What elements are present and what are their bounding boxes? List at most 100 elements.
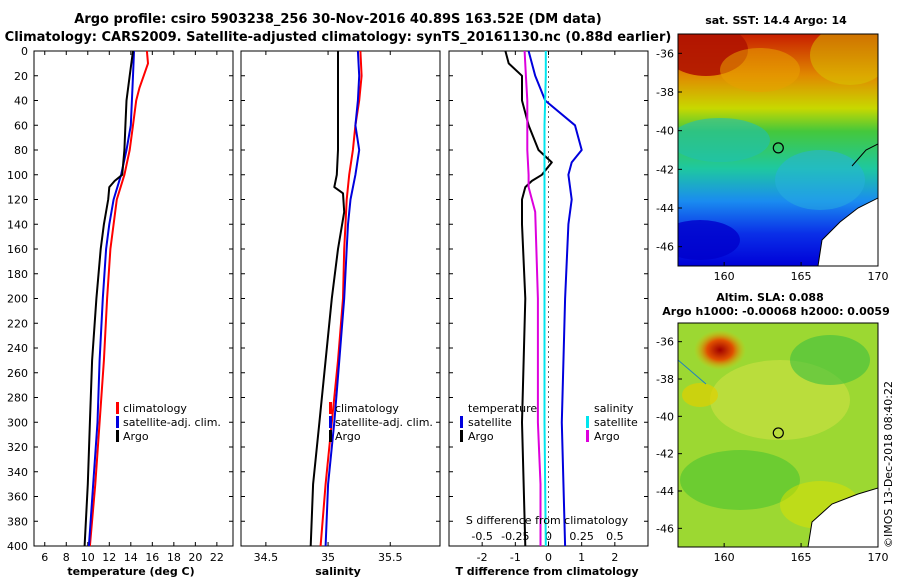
temperature-plot: 6 8 10 12 14 16 18 20 22 xyxy=(34,50,233,564)
salinity-xlabel: salinity xyxy=(315,565,361,578)
sla-heatmap xyxy=(678,323,878,547)
depth-tick-label: 20 xyxy=(14,70,28,83)
title-line-2: Climatology: CARS2009. Satellite-adjuste… xyxy=(5,30,672,45)
x-tick-label: -1 xyxy=(510,551,521,564)
sla-map-frame xyxy=(677,322,879,548)
series-line-argo xyxy=(83,50,134,547)
legend-title-temperature: temperature xyxy=(468,402,537,415)
map-x-tick-label: 160 xyxy=(714,270,735,283)
s-tick-label: 0.5 xyxy=(606,530,624,543)
depth-tick-label: 100 xyxy=(7,169,28,182)
sst-map-frame xyxy=(677,33,879,267)
map-y-tick-label: -38 xyxy=(656,373,674,386)
legend-title-salinity: salinity xyxy=(594,402,634,415)
map-x-tick-label: 160 xyxy=(714,551,735,564)
depth-tick-label: 400 xyxy=(7,540,28,553)
x-tick-label: 18 xyxy=(167,551,181,564)
map-y-tick-label: -42 xyxy=(656,163,674,176)
legend-swatch-argo xyxy=(116,430,119,442)
x-tick-label: -2 xyxy=(477,551,488,564)
series-line-satellite-adj-clim- xyxy=(324,50,361,547)
sst-heatmap xyxy=(678,34,878,266)
s-tick-label: -0.5 xyxy=(471,530,492,543)
depth-tick-label: 380 xyxy=(7,515,28,528)
x-tick-label: 14 xyxy=(124,551,138,564)
x-tick-label: 35.5 xyxy=(378,551,403,564)
difference-plot: -2 -1 0 1 2-0.5 -0.25 0 0.25 0.5 xyxy=(449,50,648,564)
depth-tick-label: 200 xyxy=(7,293,28,306)
depth-tick-label: 60 xyxy=(14,119,28,132)
x-tick-label: 10 xyxy=(81,551,95,564)
salinity-panel-frame xyxy=(240,50,441,547)
depth-tick-label: 300 xyxy=(7,416,28,429)
depth-tick-label: 140 xyxy=(7,218,28,231)
salinity-plot: 34.5 35 35.5 xyxy=(241,50,440,564)
depth-tick-label: 260 xyxy=(7,367,28,380)
legend-label-satellite: satellite-adj. clim. xyxy=(123,416,221,429)
map-y-tick-label: -40 xyxy=(656,410,674,423)
map-y-tick-label: -44 xyxy=(656,485,674,498)
legend-swatch-t-satellite xyxy=(460,416,463,428)
map-y-tick-label: -46 xyxy=(656,241,674,254)
s-tick-label: 0.25 xyxy=(569,530,594,543)
map-x-tick-label: 170 xyxy=(868,551,889,564)
credit-text: ©IMOS 13-Dec-2018 08:40:22 xyxy=(882,381,895,548)
legend-label-t-satellite: satellite xyxy=(468,416,512,429)
x-tick-label: 1 xyxy=(578,551,585,564)
legend-label-s-satellite: satellite xyxy=(594,416,638,429)
sst-map-title: sat. SST: 14.4 Argo: 14 xyxy=(705,14,847,27)
map-y-tick-label: -42 xyxy=(656,448,674,461)
x-tick-label: 22 xyxy=(210,551,224,564)
legend-swatch-climatology xyxy=(116,402,119,414)
legend-label-satellite: satellite-adj. clim. xyxy=(335,416,433,429)
map-y-tick-label: -44 xyxy=(656,202,674,215)
depth-tick-label: 80 xyxy=(14,144,28,157)
temperature-xlabel: temperature (deg C) xyxy=(67,565,194,578)
depth-tick-label: 340 xyxy=(7,466,28,479)
map-y-tick-label: -36 xyxy=(656,336,674,349)
legend-swatch-climatology xyxy=(329,402,332,414)
legend-label-t-argo: Argo xyxy=(468,430,494,443)
series-line-climatology xyxy=(319,50,363,547)
depth-tick-label: 320 xyxy=(7,441,28,454)
x-tick-label: 16 xyxy=(145,551,159,564)
legend-label-s-argo: Argo xyxy=(594,430,620,443)
legend-label-climatology: climatology xyxy=(335,402,399,415)
map-x-tick-label: 165 xyxy=(791,551,812,564)
sst-map-axes: 160 165 170 -36 -38 -40 -42 -44 -46 xyxy=(656,47,888,283)
series-line-satellite-adj-clim- xyxy=(87,50,135,547)
depth-tick-label: 280 xyxy=(7,392,28,405)
depth-tick-label: 120 xyxy=(7,194,28,207)
s-tick-label: -0.25 xyxy=(501,530,529,543)
map-x-tick-label: 170 xyxy=(868,270,889,283)
x-tick-label: 34.5 xyxy=(254,551,279,564)
legend-swatch-satellite xyxy=(329,416,332,428)
salinity-legend: climatology satellite-adj. clim. Argo xyxy=(329,402,433,443)
sla-argo-marker xyxy=(772,427,784,439)
legend-swatch-t-argo xyxy=(460,430,463,442)
series-line-t-argo xyxy=(504,50,553,547)
sla-map-title: Altim. SLA: 0.088 xyxy=(716,291,823,304)
s-difference-label: S difference from climatology xyxy=(466,514,629,527)
depth-tick-label: 360 xyxy=(7,491,28,504)
depth-tick-label: 40 xyxy=(14,95,28,108)
depth-tick-label: 160 xyxy=(7,243,28,256)
depth-axis: 0 20 40 60 80 100 120 140 160 180 200 220 240 260 280 3… xyxy=(7,45,28,553)
legend-label-argo: Argo xyxy=(123,430,149,443)
legend-swatch-argo xyxy=(329,430,332,442)
legend-swatch-s-satellite xyxy=(586,416,589,428)
depth-tick-label: 0 xyxy=(21,45,28,58)
legend-swatch-s-argo xyxy=(586,430,589,442)
map-y-tick-label: -46 xyxy=(656,522,674,535)
sla-map-axes: 160 165 170 -36 -38 -40 -42 -44 -46 xyxy=(656,336,888,564)
map-x-tick-label: 165 xyxy=(791,270,812,283)
map-y-tick-label: -38 xyxy=(656,86,674,99)
depth-tick-label: 220 xyxy=(7,317,28,330)
map-y-tick-label: -36 xyxy=(656,47,674,60)
x-tick-label: 20 xyxy=(188,551,202,564)
x-tick-label: 0 xyxy=(545,551,552,564)
map-y-tick-label: -40 xyxy=(656,125,674,138)
depth-tick-label: 240 xyxy=(7,342,28,355)
legend-swatch-satellite xyxy=(116,416,119,428)
